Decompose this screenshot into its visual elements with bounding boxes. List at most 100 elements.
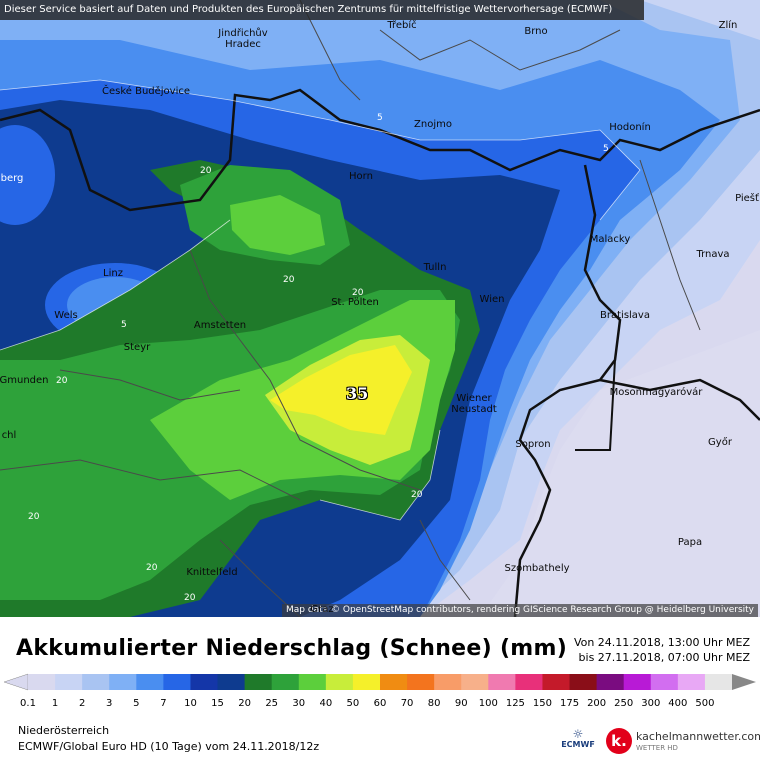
- city-label: Amstetten: [193, 320, 247, 331]
- border-segment: [575, 359, 616, 451]
- ecmwf-logo-mark: ☼: [572, 727, 584, 741]
- scale-swatch: [515, 674, 543, 690]
- map-canvas: [0, 0, 760, 617]
- city-label: Wien: [479, 294, 505, 305]
- precip-hole-west: [0, 125, 55, 225]
- border-czech-austria: [0, 88, 760, 212]
- ecmwf-logo: ☼ ECMWF: [560, 728, 596, 749]
- scale-swatch: [407, 674, 435, 690]
- scale-label: 1: [51, 698, 59, 709]
- scale-swatch: [623, 674, 652, 690]
- scale-swatch: [55, 674, 83, 690]
- city-label: Knittelfeld: [186, 567, 238, 578]
- kachelmann-logo[interactable]: k. kachelmannwetter.com WETTER HD: [606, 728, 760, 756]
- scale-label: 100: [478, 698, 498, 709]
- scale-swatch: [677, 674, 706, 690]
- precip-band-hungary: [480, 330, 760, 617]
- contour-label: 20: [200, 166, 212, 176]
- contour-label: 20: [283, 275, 295, 285]
- scale-swatch: [325, 674, 354, 690]
- scale-swatch: [542, 674, 571, 690]
- scale-swatch: [352, 674, 381, 690]
- city-label: Znojmo: [414, 119, 452, 130]
- city-label: Horn: [349, 171, 373, 182]
- model-info: ECMWF/Global Euro HD (10 Tage) vom 24.11…: [18, 740, 320, 753]
- region-name: Niederösterreich: [18, 724, 110, 737]
- scale-swatch: [136, 674, 164, 690]
- scale-swatch: [271, 674, 300, 690]
- scale-label: 3: [106, 698, 113, 709]
- scale-label: 10: [184, 698, 197, 709]
- scale-swatch: [569, 674, 598, 690]
- contour-label: 20: [411, 490, 423, 500]
- color-scale: [3, 673, 756, 691]
- city-label: Tulln: [423, 262, 447, 273]
- city-label: Graz: [310, 604, 334, 615]
- scale-label: 15: [211, 698, 224, 709]
- scale-label: 175: [559, 698, 580, 709]
- scale-swatch: [488, 674, 516, 690]
- scale-label: 5: [133, 698, 140, 709]
- city-label: Jindřichův Hradec: [218, 28, 268, 50]
- scale-swatch: [461, 674, 489, 690]
- city-label: Třebíč: [387, 20, 417, 31]
- chart-title: Akkumulierter Niederschlag (Schnee) (mm): [16, 636, 568, 661]
- contour-lines: [0, 79, 641, 521]
- region-borders: [0, 0, 701, 617]
- city-label: Zlín: [718, 20, 738, 31]
- border-austria-east: [513, 164, 622, 617]
- scale-swatch: [217, 674, 246, 690]
- scale-swatch: [109, 674, 137, 690]
- scale-arrow-high: [732, 674, 756, 690]
- city-label: Hodonín: [609, 122, 651, 133]
- scale-swatch: [244, 674, 273, 690]
- ecmwf-logo-text: ECMWF: [561, 740, 595, 749]
- city-label: chl: [1, 430, 17, 441]
- scale-label: 50: [346, 698, 360, 709]
- contour-label: 20: [28, 512, 40, 522]
- city-label: České Budějovice: [101, 86, 191, 97]
- city-label: Malacky: [589, 234, 631, 245]
- scale-swatch: [650, 674, 679, 690]
- contour-label: 20: [352, 288, 364, 298]
- precip-band-40mm: [270, 345, 412, 435]
- contour-label: 5: [121, 320, 127, 330]
- scale-label: 7: [160, 698, 167, 709]
- kachelmann-logo-mark: k.: [606, 728, 632, 754]
- scale-swatch: [82, 674, 110, 690]
- city-label: Bratislava: [600, 310, 650, 321]
- scale-label: 40: [319, 698, 333, 709]
- scale-label: 125: [505, 698, 525, 709]
- scale-label: 200: [587, 698, 607, 709]
- contour-label: 5: [603, 144, 609, 154]
- city-label: Wiener Neustadt: [451, 393, 497, 415]
- city-label: Szombathely: [504, 563, 570, 574]
- scale-label: 25: [265, 698, 279, 709]
- scale-label: 70: [400, 698, 414, 709]
- city-label: St. Pölten: [331, 297, 379, 308]
- scale-label: 60: [373, 698, 387, 709]
- scale-swatch: [704, 674, 733, 690]
- scale-label: 20: [238, 698, 251, 709]
- scale-swatch: [190, 674, 219, 690]
- scale-swatch: [28, 674, 56, 690]
- map-attribution[interactable]: Map data © OpenStreetMap contributors, r…: [282, 604, 758, 617]
- scale-swatch: [163, 674, 191, 690]
- city-label: Piešť: [735, 193, 759, 204]
- contour-label: 20: [56, 376, 68, 386]
- border-slovakia-hungary: [599, 378, 760, 421]
- city-label: Brno: [524, 26, 548, 37]
- period-to: bis 27.11.2018, 07:00 Uhr MEZ: [578, 651, 750, 664]
- scale-arrow-low: [3, 673, 29, 691]
- scale-label: 80: [427, 698, 441, 709]
- kachelmann-logo-text: kachelmannwetter.com: [636, 730, 760, 743]
- city-label: Sopron: [515, 439, 551, 450]
- city-label: berg: [0, 173, 24, 184]
- scale-label: 2: [78, 698, 86, 709]
- kachelmann-logo-subtext: WETTER HD: [636, 744, 678, 752]
- city-label: Gmunden: [0, 375, 49, 386]
- scale-swatch: [380, 674, 408, 690]
- contour-label: 20: [146, 563, 158, 573]
- scale-label: 90: [454, 698, 468, 709]
- scale-swatch: [434, 674, 462, 690]
